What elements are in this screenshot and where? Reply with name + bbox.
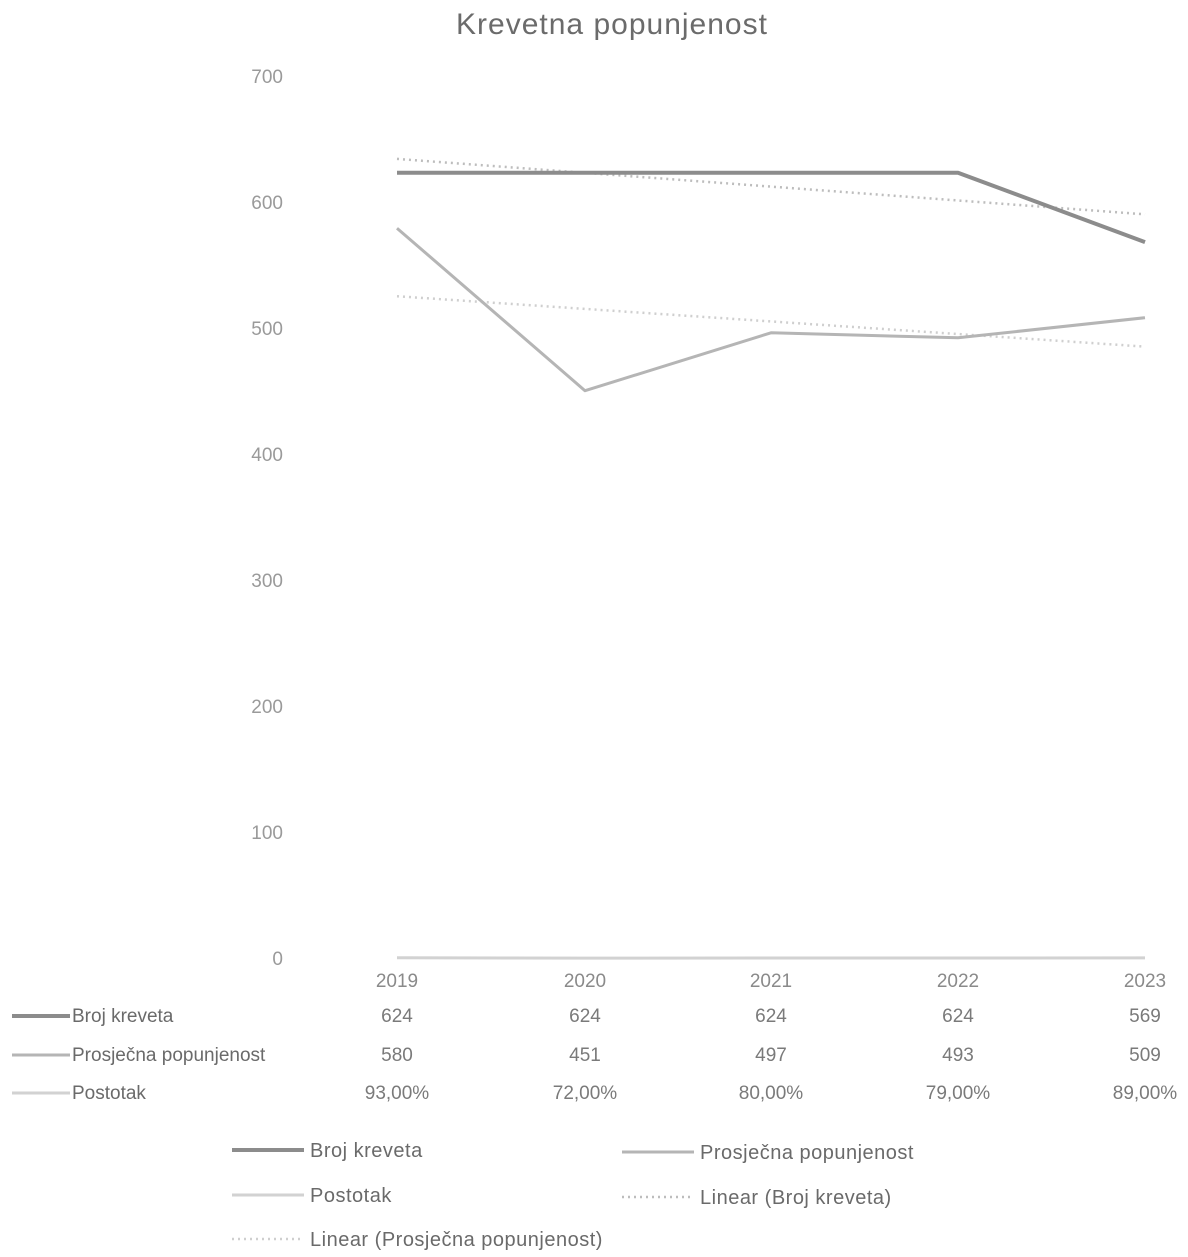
y-tick-label: 500 <box>251 319 283 340</box>
legend-item: Linear (Broj kreveta) <box>622 1187 892 1209</box>
legend-item: Linear (Prosječna popunjenost) <box>232 1229 603 1251</box>
table-cell: 509 <box>1129 1045 1161 1066</box>
y-tick-label: 0 <box>272 949 283 970</box>
table-cell: 624 <box>381 1006 413 1027</box>
x-tick-label: 2019 <box>376 971 418 992</box>
legend-item: Postotak <box>232 1185 392 1207</box>
legend: Broj kreveta Prosječna popunjenost Postota… <box>232 1140 914 1251</box>
table-cell: 569 <box>1129 1006 1161 1027</box>
table-row-label: Prosječna popunjenost <box>72 1045 266 1066</box>
series-line <box>396 227 1146 393</box>
y-tick-label: 200 <box>251 697 283 718</box>
table-cell: 89,00% <box>1113 1083 1178 1104</box>
table-cell: 72,00% <box>553 1083 618 1104</box>
x-tick-label: 2021 <box>750 971 792 992</box>
table-cell: 451 <box>569 1045 601 1066</box>
trendline <box>396 294 1146 348</box>
x-tick-label: 2020 <box>564 971 606 992</box>
y-tick-label: 100 <box>251 823 283 844</box>
table-cell: 93,00% <box>365 1083 430 1104</box>
table-cell: 497 <box>755 1045 787 1066</box>
table-row-label: Broj kreveta <box>72 1006 174 1027</box>
trendline <box>396 157 1146 216</box>
legend-label: Linear (Broj kreveta) <box>700 1187 892 1209</box>
table-cell: 624 <box>755 1006 787 1027</box>
table-cell: 624 <box>942 1006 974 1027</box>
y-tick-label: 700 <box>251 67 283 88</box>
y-tick-label: 600 <box>251 193 283 214</box>
legend-item: Broj kreveta <box>232 1140 423 1162</box>
table-cell: 580 <box>381 1045 413 1066</box>
table-cell: 80,00% <box>739 1083 804 1104</box>
y-tick-label: 400 <box>251 445 283 466</box>
series-line <box>397 170 1146 244</box>
trendlines <box>396 157 1146 348</box>
legend-label: Linear (Prosječna popunjenost) <box>310 1229 603 1251</box>
x-tick-label: 2022 <box>937 971 979 992</box>
legend-label: Prosječna popunjenost <box>700 1142 914 1164</box>
y-axis: 0 100 200 300 400 500 600 700 <box>251 67 283 970</box>
legend-label: Broj kreveta <box>310 1140 423 1162</box>
x-tick-label: 2023 <box>1124 971 1166 992</box>
legend-label: Postotak <box>310 1185 392 1207</box>
chart-title: Krevetna popunjenost <box>456 8 768 41</box>
table-cell: 79,00% <box>926 1083 991 1104</box>
table-row-label: Postotak <box>72 1083 146 1104</box>
x-axis: 2019 2020 2021 2022 2023 <box>376 971 1166 992</box>
y-tick-label: 300 <box>251 571 283 592</box>
table-cell: 624 <box>569 1006 601 1027</box>
table-cell: 493 <box>942 1045 974 1066</box>
legend-item: Prosječna popunjenost <box>622 1142 914 1164</box>
series-lines <box>396 170 1146 960</box>
data-table: Broj kreveta 624 624 624 624 569 Prosječna pop… <box>12 1006 1177 1104</box>
